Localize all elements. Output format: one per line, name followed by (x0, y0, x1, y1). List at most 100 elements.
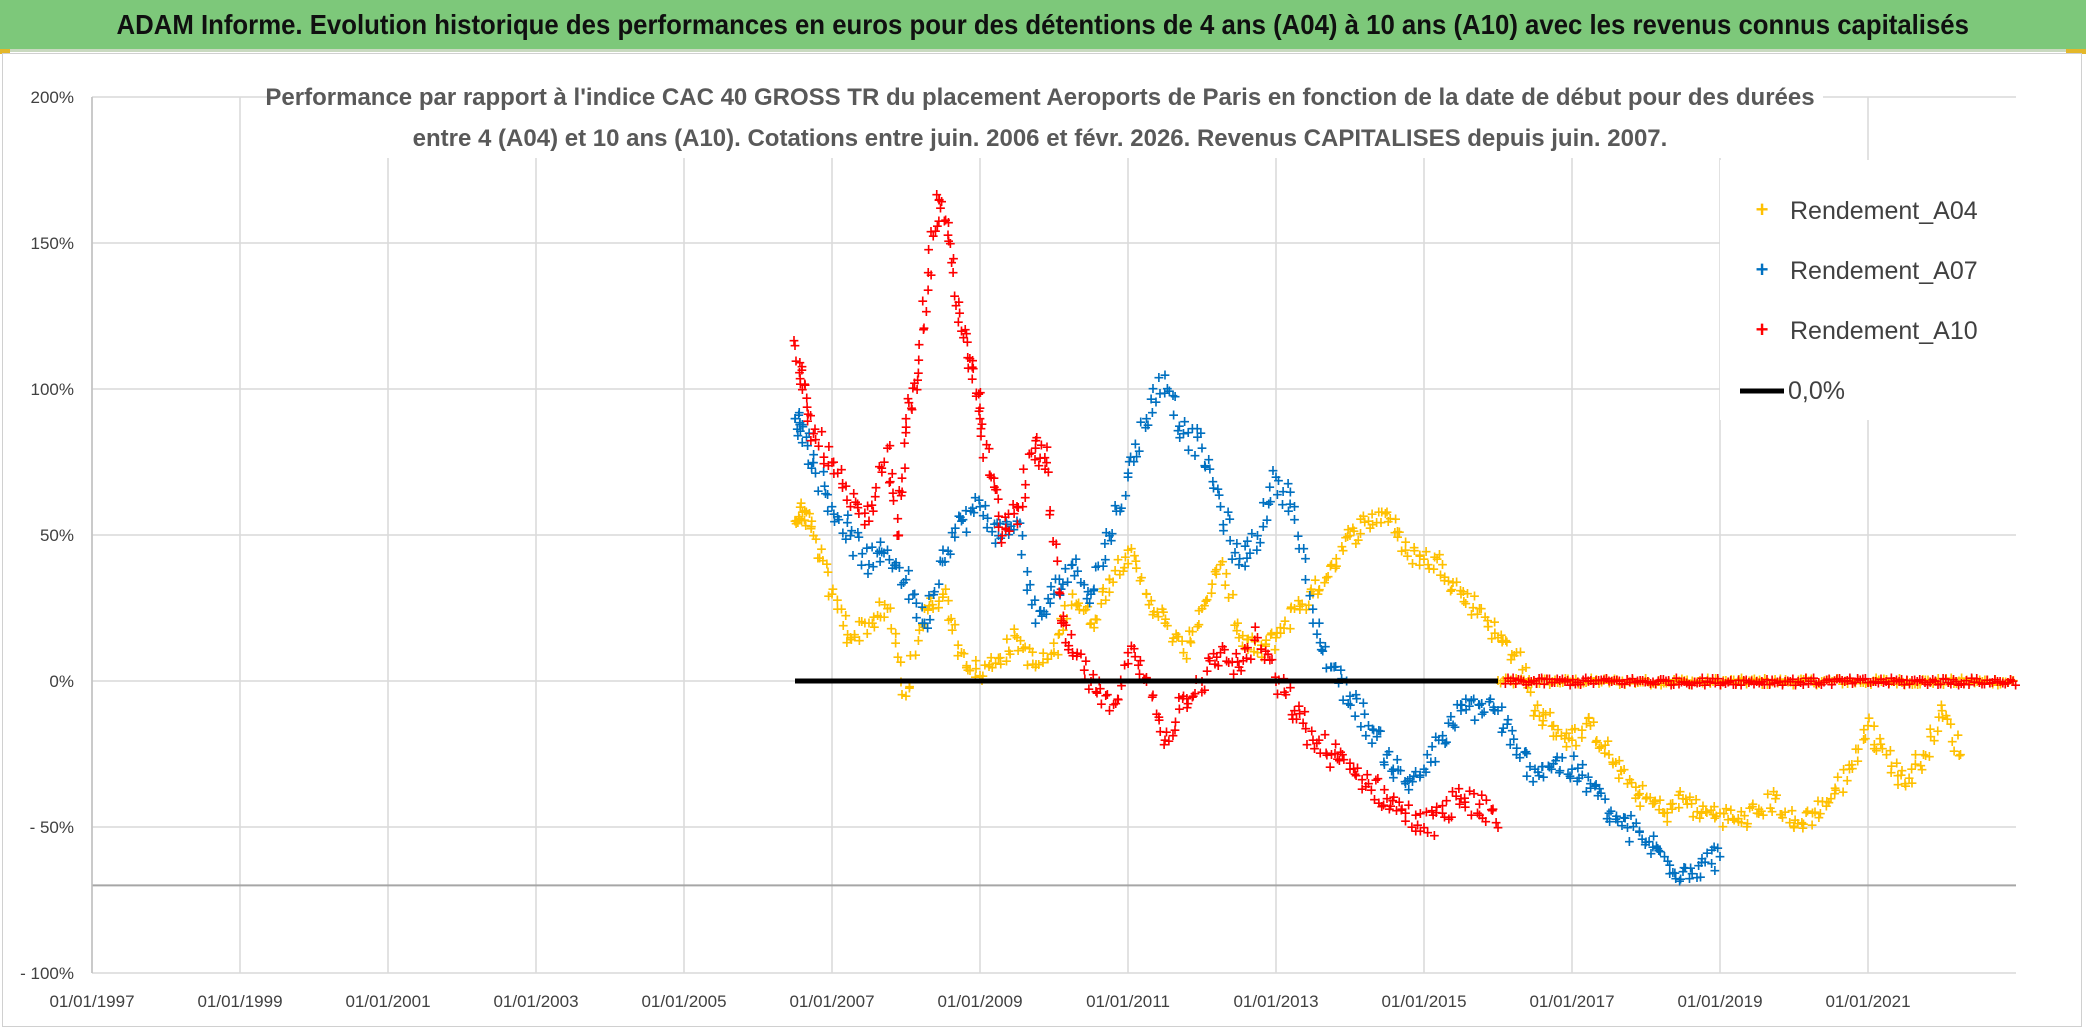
y-tick-label: 0% (49, 672, 74, 691)
point-rendement-a07: + (874, 554, 886, 570)
point-rendement-a10: + (962, 334, 974, 350)
point-rendement-a07: + (1207, 474, 1219, 490)
point-rendement-a04: + (1797, 821, 1809, 837)
point-rendement-a04: + (821, 556, 833, 572)
point-rendement-a04: + (849, 629, 861, 645)
point-rendement-a07: + (1267, 463, 1279, 479)
point-rendement-a04: + (1152, 609, 1164, 625)
point-rendement-a04: + (1881, 747, 1893, 763)
a10-zero-point: + (1551, 671, 1563, 687)
point-rendement-a04: + (794, 499, 806, 515)
point-rendement-a07: + (1478, 704, 1490, 720)
a04-zero-point: + (1578, 675, 1590, 691)
point-rendement-a10: + (943, 234, 955, 250)
a10-zero-point: + (1872, 675, 1884, 691)
point-rendement-a10: + (1400, 805, 1412, 821)
point-rendement-a07: + (989, 516, 1001, 532)
point-rendement-a07: + (1330, 659, 1342, 675)
a04-zero-point: + (1756, 677, 1768, 693)
point-rendement-a04: + (853, 614, 865, 630)
a10-zero-point: + (1686, 677, 1698, 693)
a10-zero-point: + (1816, 677, 1828, 693)
point-rendement-a04: + (1119, 550, 1131, 566)
point-rendement-a10: + (1151, 707, 1163, 723)
point-rendement-a10: + (1321, 748, 1333, 764)
point-rendement-a04: + (789, 513, 801, 529)
a10-zero-point: + (1953, 677, 1965, 693)
point-rendement-a04: + (1852, 742, 1864, 758)
point-rendement-a07: + (1263, 497, 1275, 513)
point-rendement-a07: + (1355, 719, 1367, 735)
a10-zero-point: + (1828, 673, 1840, 689)
point-rendement-a04: + (1529, 703, 1541, 719)
point-rendement-a10: + (892, 511, 904, 527)
point-rendement-a10: + (1108, 697, 1120, 713)
point-rendement-a04: + (1095, 596, 1107, 612)
a04-zero-point: + (1914, 677, 1926, 693)
point-rendement-a07: + (1349, 708, 1361, 724)
legend-label-zero: 0,0% (1788, 377, 1845, 405)
point-rendement-a10: + (899, 460, 911, 476)
point-rendement-a10: + (1100, 688, 1112, 704)
point-rendement-a04: + (1097, 581, 1109, 597)
point-rendement-a04: + (1576, 722, 1588, 738)
corner-accent-right (2066, 49, 2086, 54)
point-rendement-a10: + (1337, 747, 1349, 763)
a10-zero-point: + (1740, 672, 1752, 688)
point-rendement-a04: + (1300, 602, 1312, 618)
point-rendement-a07: + (1130, 436, 1142, 452)
a04-zero-point: + (1510, 671, 1522, 687)
point-rendement-a10: + (1174, 702, 1186, 718)
point-rendement-a10: + (1309, 741, 1321, 757)
point-rendement-a04: + (1420, 544, 1432, 560)
a10-zero-point: + (1683, 677, 1695, 693)
point-rendement-a07: + (924, 612, 936, 628)
point-rendement-a07: + (1116, 501, 1128, 517)
axes: 200%150%100%50%0%- 50%- 100%01/01/1997 01… (20, 88, 1910, 1011)
point-rendement-a07: + (1473, 697, 1485, 713)
point-rendement-a04: + (1284, 621, 1296, 637)
a04-zero-point: + (2008, 673, 2020, 689)
point-rendement-a10: + (808, 426, 820, 442)
point-rendement-a07: + (1035, 603, 1047, 619)
point-rendement-a04: + (1390, 511, 1402, 527)
point-rendement-a07: + (1084, 596, 1096, 612)
a04-zero-point: + (1557, 675, 1569, 691)
point-rendement-a10: + (848, 486, 860, 502)
point-rendement-a04: + (1152, 604, 1164, 620)
point-rendement-a07: + (1387, 761, 1399, 777)
point-rendement-a04: + (1496, 634, 1508, 650)
point-rendement-a10: + (1000, 521, 1012, 537)
point-rendement-a04: + (1285, 601, 1297, 617)
a10-zero-point: + (1608, 673, 1620, 689)
point-rendement-a04: + (1677, 791, 1689, 807)
point-rendement-a04: + (1708, 799, 1720, 815)
point-rendement-a07: + (1271, 487, 1283, 503)
a10-zero-point: + (1958, 677, 1970, 693)
point-rendement-a10: + (1067, 648, 1079, 664)
a10-zero-point: + (1502, 671, 1514, 687)
point-rendement-a07: + (1044, 596, 1056, 612)
a10-zero-point: + (1950, 674, 1962, 690)
point-rendement-a10: + (1208, 646, 1220, 662)
point-rendement-a04: + (1057, 622, 1069, 638)
point-rendement-a10: + (1376, 799, 1388, 815)
point-rendement-a07: + (1508, 731, 1520, 747)
a10-zero-point: + (1961, 673, 1973, 689)
point-rendement-a04: + (1735, 804, 1747, 820)
point-rendement-a07: + (793, 405, 805, 421)
point-rendement-a10: + (1134, 666, 1146, 682)
point-rendement-a04: + (1001, 631, 1013, 647)
point-rendement-a04: + (1814, 806, 1826, 822)
point-rendement-a07: + (1128, 454, 1140, 470)
point-rendement-a10: + (1412, 818, 1424, 834)
point-rendement-a07: + (1664, 866, 1676, 882)
a04-zero-point: + (1925, 675, 1937, 691)
a04-zero-point: + (1671, 674, 1683, 690)
a04-zero-point: + (1793, 672, 1805, 688)
point-rendement-a04: + (952, 637, 964, 653)
point-rendement-a10: + (841, 493, 853, 509)
point-rendement-a10: + (1167, 728, 1179, 744)
a10-zero-point: + (1577, 673, 1589, 689)
a04-zero-point: + (1720, 673, 1732, 689)
